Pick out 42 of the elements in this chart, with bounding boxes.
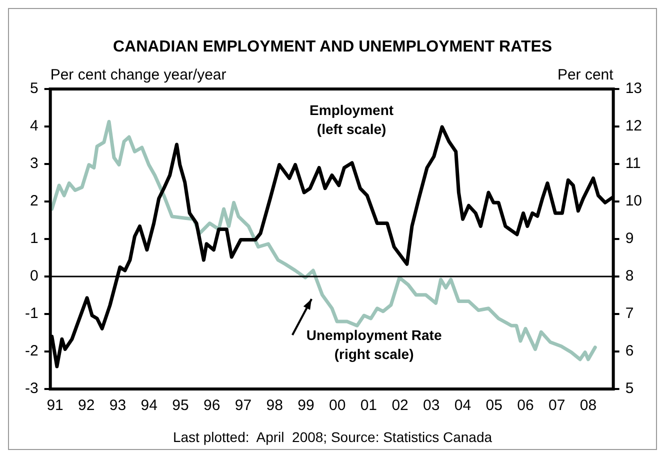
y2-tick-label: 10 <box>625 192 642 210</box>
y2-tick-label: 12 <box>625 118 642 135</box>
text: Employment (left scale) <box>310 102 394 137</box>
x-tick-label: 08 <box>580 397 597 414</box>
y-tick-label: -1 <box>24 305 38 322</box>
x-tick-label: 01 <box>360 397 378 414</box>
y-axis-title: Per cent change year/year <box>50 66 226 84</box>
x-tick-label: 91 <box>46 397 64 414</box>
text: Last plotted: April 2008; Source: Statistics Canada <box>172 428 492 445</box>
y2-tick-label: 9 <box>625 230 634 248</box>
y2-tick-label: 8 <box>625 268 634 285</box>
x-tick-label: 05 <box>486 397 502 414</box>
x-tick-label: 03 <box>423 397 440 414</box>
x-tick-label: 07 <box>548 397 566 414</box>
x-tick-label: 06 <box>517 397 534 414</box>
y2-tick-label: 5 <box>625 380 634 398</box>
x-tick-label: 99 <box>298 397 314 414</box>
x-tick-label: 93 <box>109 397 126 414</box>
y-tick-label: 3 <box>30 155 38 172</box>
y2-tick-label: 6 <box>625 342 634 360</box>
y-tick-label: 4 <box>30 118 38 135</box>
x-tick-label: 02 <box>392 397 408 414</box>
x-tick-label: 92 <box>78 397 95 414</box>
y-tick-label: 2 <box>30 192 38 210</box>
chart-title: CANADIAN EMPLOYMENT AND UNEMPLOYMENT RATES <box>112 38 552 56</box>
x-tick-label: 97 <box>234 397 252 414</box>
y-tick-label: 0 <box>30 268 38 285</box>
x-tick-label: 00 <box>328 397 346 414</box>
series-label: Unemployment Rate (right scale) <box>306 326 442 362</box>
y2-tick-label: 7 <box>625 305 634 322</box>
x-tick-label: 94 <box>140 397 158 414</box>
y-tick-label: -2 <box>24 342 38 360</box>
x-tick-label: 96 <box>204 397 220 414</box>
y-tick-label: -3 <box>24 380 38 398</box>
y2-axis-title: Per cent <box>557 66 614 84</box>
y2-tick-label: 13 <box>625 80 642 98</box>
y-tick-label: 5 <box>30 80 38 98</box>
x-tick-label: 98 <box>266 397 283 414</box>
y-tick-label: 1 <box>30 230 38 248</box>
x-tick-label: 04 <box>454 397 472 414</box>
x-tick-label: 95 <box>172 397 189 414</box>
y2-tick-label: 11 <box>625 155 641 172</box>
